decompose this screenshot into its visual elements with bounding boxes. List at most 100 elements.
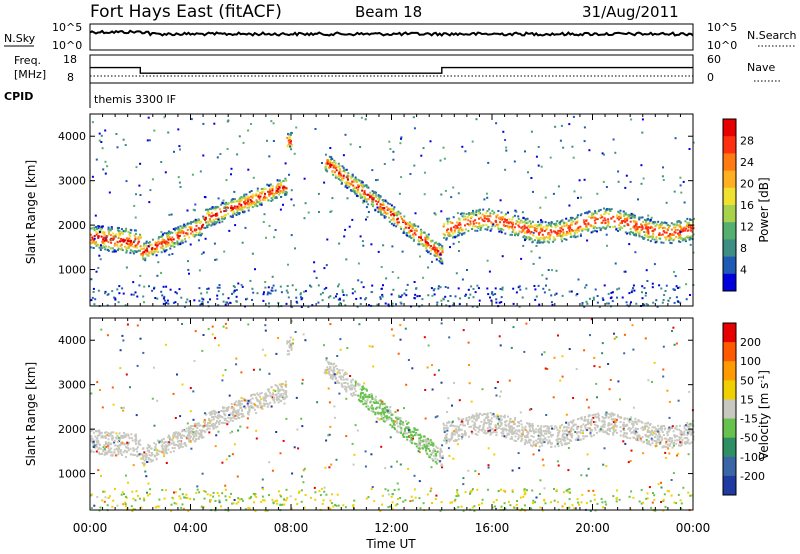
- range-cell: [527, 229, 530, 232]
- range-cell: [238, 402, 241, 405]
- range-cell: [329, 161, 332, 164]
- range-cell: [600, 227, 603, 230]
- range-cell: [117, 249, 119, 252]
- range-cell: [414, 224, 417, 227]
- range-cell: [151, 289, 154, 292]
- range-cell: [194, 203, 197, 206]
- range-cell: [262, 198, 265, 201]
- range-cell: [345, 390, 348, 393]
- range-cell: [645, 231, 648, 234]
- range-cell: [197, 239, 200, 242]
- range-cell: [650, 235, 653, 238]
- range-cell: [327, 305, 330, 308]
- range-cell: [406, 423, 409, 425]
- range-cell: [142, 258, 145, 260]
- range-cell: [555, 269, 558, 272]
- range-cell: [365, 198, 368, 201]
- range-cell: [213, 424, 216, 427]
- range-cell: [162, 437, 165, 440]
- range-cell: [686, 428, 689, 431]
- range-cell: [596, 230, 598, 233]
- range-cell: [577, 196, 579, 199]
- range-cell: [174, 229, 177, 232]
- range-cell: [206, 225, 209, 228]
- range-cell: [221, 220, 224, 223]
- range-cell: [103, 233, 106, 236]
- range-cell: [347, 382, 349, 385]
- range-cell: [523, 237, 526, 240]
- range-cell: [520, 440, 523, 443]
- range-cell: [392, 219, 395, 222]
- range-cell: [529, 226, 532, 228]
- range-cell: [206, 428, 209, 431]
- range-cell: [513, 421, 516, 424]
- range-cell: [358, 192, 361, 195]
- range-cell: [433, 254, 436, 257]
- range-cell: [207, 212, 210, 215]
- range-cell: [240, 406, 243, 409]
- range-cell: [615, 418, 618, 421]
- range-cell: [474, 426, 477, 428]
- range-cell: [661, 175, 664, 178]
- range-cell: [570, 290, 573, 293]
- range-cell: [271, 396, 274, 399]
- range-cell: [598, 226, 601, 229]
- range-cell: [405, 425, 408, 428]
- range-cell: [176, 234, 179, 237]
- nsky-label: N.Sky: [4, 32, 36, 45]
- range-cell: [478, 299, 481, 302]
- range-cell: [247, 195, 250, 198]
- range-cell: [686, 224, 689, 227]
- range-cell: [458, 232, 461, 235]
- range-cell: [411, 439, 414, 442]
- range-cell: [679, 241, 682, 243]
- range-cell: [138, 240, 141, 243]
- range-cell: [598, 417, 600, 420]
- range-cell: [565, 426, 568, 429]
- range-cell: [647, 231, 650, 233]
- range-cell: [537, 220, 540, 223]
- range-cell: [634, 251, 637, 254]
- range-cell: [388, 216, 390, 219]
- range-cell: [556, 231, 558, 234]
- range-cell: [132, 281, 135, 284]
- range-cell: [447, 300, 450, 302]
- range-cell: [546, 240, 549, 243]
- range-cell: [287, 144, 289, 147]
- range-cell: [607, 416, 610, 419]
- range-cell: [685, 298, 688, 301]
- range-cell: [634, 228, 637, 231]
- range-cell: [143, 250, 146, 253]
- range-cell: [558, 430, 561, 433]
- range-cell: [647, 232, 650, 235]
- range-cell: [182, 232, 185, 235]
- range-cell: [484, 228, 487, 231]
- range-cell: [612, 215, 615, 218]
- range-cell: [96, 440, 98, 443]
- range-cell: [189, 431, 192, 434]
- range-cell: [218, 221, 221, 224]
- range-cell: [311, 304, 314, 307]
- range-cell: [552, 192, 555, 195]
- range-cell: [610, 415, 613, 418]
- range-cell: [279, 285, 282, 288]
- range-cell: [345, 183, 348, 185]
- range-cell: [90, 233, 93, 236]
- range-cell: [563, 438, 565, 440]
- range-cell: [524, 443, 526, 446]
- range-cell: [364, 196, 367, 199]
- range-cell: [265, 402, 268, 405]
- range-cell: [426, 438, 429, 441]
- range-cell: [95, 226, 98, 229]
- colorbar-tick-label: 20: [740, 178, 754, 191]
- range-cell: [620, 215, 623, 218]
- range-cell: [230, 207, 232, 209]
- range-cell: [268, 155, 271, 158]
- range-cell: [142, 253, 145, 256]
- range-cell: [137, 440, 140, 443]
- range-cell: [497, 223, 500, 226]
- range-cell: [215, 258, 218, 261]
- colorbar-tick-label: 4: [740, 264, 747, 277]
- range-cell: [126, 443, 129, 446]
- range-cell: [388, 140, 391, 143]
